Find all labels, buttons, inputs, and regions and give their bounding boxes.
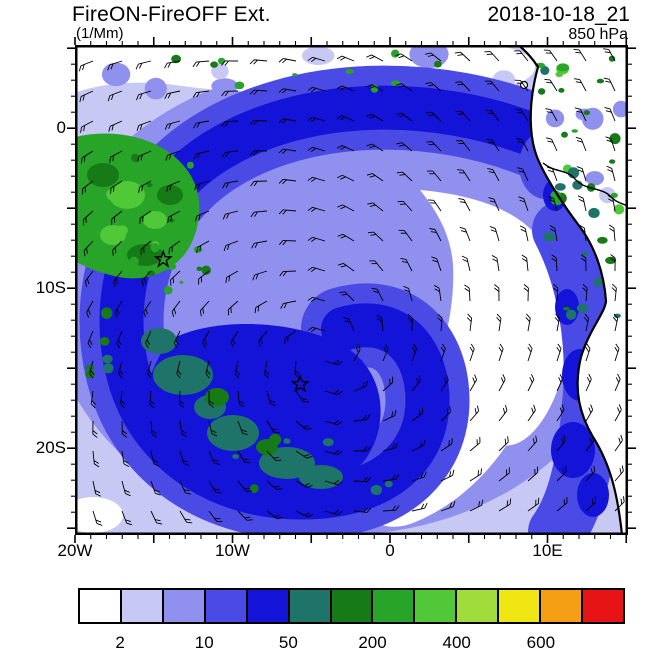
colorbar-cell: [287, 588, 332, 624]
colorbar-tick-label: 200: [358, 633, 387, 652]
colorbar-cell: [245, 588, 290, 624]
colorbar-cell: [78, 588, 122, 624]
speckle-cluster: [85, 307, 114, 379]
x-axis-tick-label: 10W: [215, 541, 250, 560]
colorbar-cell: [581, 588, 625, 624]
colorbar-cell: [329, 588, 374, 624]
speckle-cluster: [563, 236, 621, 320]
colorbar-cell: [413, 588, 458, 624]
plot-pressure-level: 850 hPa: [568, 26, 628, 43]
plot-title: FireON-FireOFF Ext.: [72, 3, 271, 26]
x-axis-tick-label: 0: [385, 541, 395, 560]
colorbar-tick-label: 10: [194, 633, 214, 652]
colorbar-cell: [119, 588, 164, 624]
extinction-field-map: [75, 45, 628, 535]
colorbar-tick-label: 50: [278, 633, 298, 652]
y-axis-tick-label: 20S: [35, 438, 66, 458]
y-axis-tick-label: 0: [56, 118, 66, 138]
colorbar-cell: [203, 588, 248, 624]
star-marker: [153, 249, 173, 268]
y-axis-tick-label: 10S: [35, 278, 66, 298]
africa-landmass: [518, 45, 628, 535]
x-axis-tick-label: 10E: [532, 541, 563, 560]
speckle-cluster: [229, 433, 393, 496]
colorbar-cell: [539, 588, 584, 624]
speckle-cluster: [535, 55, 625, 242]
field-layers: [75, 45, 628, 535]
star-marker: [290, 374, 310, 393]
plot-datetime: 2018-10-18_21: [487, 3, 630, 26]
plot-units-label: (1/Mm): [76, 25, 124, 42]
speckle-cluster: [129, 242, 211, 295]
colorbar-tick-label: 2: [115, 633, 125, 652]
colorbar-cell: [497, 588, 542, 624]
colorbar-cell: [371, 588, 416, 624]
colorbar-tick-label: 400: [442, 633, 471, 652]
colorbar-cell: [455, 588, 500, 624]
station-markers: [153, 249, 310, 393]
country-border: [542, 162, 628, 208]
map-plot-area: [75, 45, 628, 535]
colorbar-cell: [161, 588, 206, 624]
speckle-cluster: [100, 144, 195, 277]
colorbar: [78, 588, 625, 624]
colorbar-tick-label: 600: [526, 633, 556, 652]
wind-barbs: [78, 48, 625, 526]
plot-frame: [75, 45, 628, 535]
x-axis-tick-label: 20W: [57, 541, 93, 560]
